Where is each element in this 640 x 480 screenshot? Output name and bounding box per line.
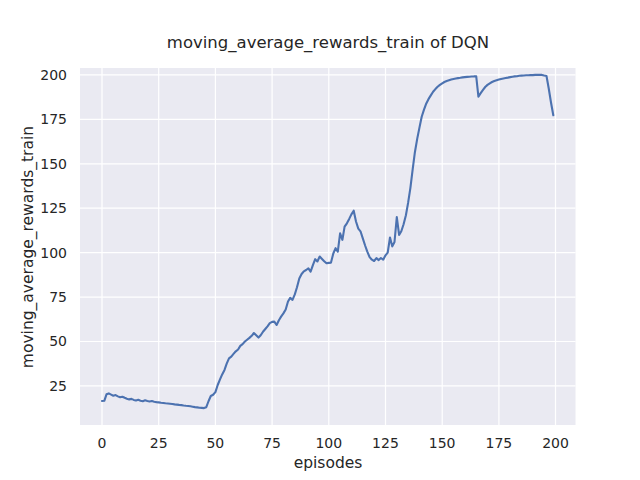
y-tick-label: 125 xyxy=(0,199,67,217)
figure: moving_average_rewards_train of DQN movi… xyxy=(0,0,640,480)
x-tick-label: 0 xyxy=(74,435,130,451)
x-tick-label: 25 xyxy=(131,435,187,451)
y-tick-label: 150 xyxy=(0,155,67,173)
x-tick-label: 100 xyxy=(301,435,357,451)
x-axis-label: episodes xyxy=(80,454,576,472)
x-tick-label: 200 xyxy=(528,435,584,451)
y-tick-label: 100 xyxy=(0,244,67,262)
x-tick-label: 125 xyxy=(357,435,413,451)
plot-area xyxy=(0,0,640,480)
y-tick-label: 50 xyxy=(0,332,67,350)
x-tick-label: 175 xyxy=(471,435,527,451)
y-tick-label: 75 xyxy=(0,288,67,306)
y-tick-label: 175 xyxy=(0,110,67,128)
x-tick-label: 50 xyxy=(187,435,243,451)
chart-title: moving_average_rewards_train of DQN xyxy=(80,33,576,53)
y-tick-label: 200 xyxy=(0,66,67,84)
y-tick-label: 25 xyxy=(0,377,67,395)
plot-background xyxy=(80,68,576,425)
x-tick-label: 150 xyxy=(414,435,470,451)
x-tick-label: 75 xyxy=(244,435,300,451)
